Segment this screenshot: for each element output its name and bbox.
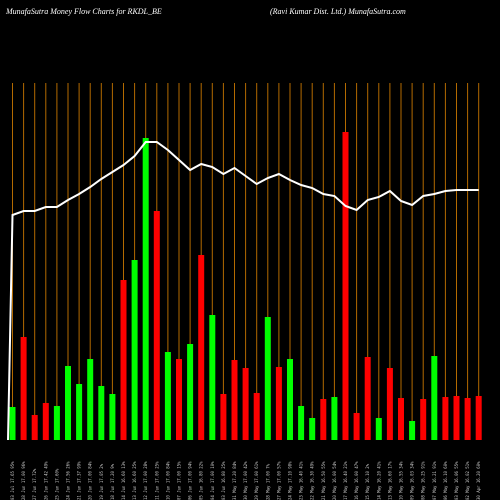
money-flow-bar: [287, 359, 293, 440]
x-tick-label: 21 Jun 17.37 99%: [77, 461, 82, 500]
x-tick-label: 08 May 16.25 91%: [421, 461, 426, 500]
x-tick-label: 10 May 16.55 34%: [399, 461, 404, 500]
x-tick-label: 31 May 17.20 84%: [232, 461, 237, 500]
x-tick-label: 16 May 16.00 47%: [354, 461, 359, 500]
money-flow-bar: [331, 397, 338, 440]
money-flow-bar: [298, 406, 305, 440]
chart-subtitle: (Ravi Kumar Dist. Ltd.) MunafaSutra.com: [270, 7, 406, 16]
x-tick-label: 03 Jul 17.65 95%: [10, 461, 15, 500]
x-tick-label: 24 Jun 17.56 26%: [66, 461, 71, 500]
x-tick-label: 29 May 17.00 61%: [254, 461, 259, 500]
money-flow-bar: [320, 399, 327, 440]
money-flow-bar: [142, 138, 149, 440]
x-tick-label: 28 Jun 17.00 96%: [21, 461, 26, 500]
money-flow-bar: [164, 352, 171, 440]
x-tick-label: 09 May 16.03 34%: [410, 461, 415, 500]
x-tick-label: 03 Jun 16.80 25%: [221, 461, 226, 500]
money-flow-bar: [187, 344, 194, 440]
money-flow-bar: [431, 356, 438, 440]
money-flow-bar: [342, 132, 349, 440]
money-flow-bar: [442, 397, 449, 440]
x-tick-label: 22 May 16.30 49%: [310, 461, 315, 500]
money-flow-bar: [275, 367, 282, 440]
x-tick-label: 11 Jun 17.00 25%: [154, 461, 159, 500]
x-tick-label: 30 May 17.00 42%: [243, 461, 248, 500]
money-flow-bar: [109, 394, 116, 440]
x-tick-label: 14 Jun 16.60 13%: [121, 461, 126, 500]
money-flow-bar: [309, 418, 316, 440]
x-tick-label: 19 Jun 17.05 2%: [99, 463, 104, 500]
money-flow-bar: [353, 413, 360, 440]
money-flow-bar: [242, 368, 249, 440]
money-flow-bar: [409, 421, 416, 440]
money-flow-bar: [398, 398, 404, 440]
x-tick-label: 20 Jun 17.00 84%: [88, 461, 93, 500]
money-flow-bar: [120, 280, 127, 440]
x-tick-label: 13 May 16.60 17%: [387, 461, 392, 500]
x-tick-label: 26 Jun 17.42 49%: [43, 461, 48, 500]
x-tick-label: 14 May 16.20 41%: [376, 461, 381, 500]
x-tick-label: 02 May 16.02 51%: [465, 461, 470, 500]
x-tick-label: 06 May 16.10 60%: [443, 461, 448, 500]
x-tick-label: 18 Jun 17.20 9%: [110, 463, 115, 500]
x-tick-label: 23 May 16.40 41%: [299, 461, 304, 500]
x-tick-label: 30 Apr 16.20 60%: [476, 461, 481, 500]
money-flow-bar: [87, 359, 94, 440]
money-flow-bar: [231, 360, 238, 440]
money-flow-bar: [9, 407, 16, 440]
x-tick-label: 12 Jun 17.00 28%: [143, 461, 148, 500]
money-flow-bar: [453, 396, 460, 440]
money-flow-bar: [220, 394, 227, 440]
money-flow-bar: [464, 398, 471, 440]
money-flow-bar: [264, 317, 271, 440]
money-flow-bar: [65, 366, 71, 440]
money-flow-bar: [76, 384, 83, 440]
x-tick-label: 07 Jun 17.00 15%: [177, 461, 182, 500]
x-tick-label: 15 May 16.10 2%: [365, 463, 370, 500]
money-flow-bar: [53, 406, 60, 440]
x-tick-label: 24 May 17.10 98%: [288, 461, 293, 500]
money-flow-bar: [386, 368, 393, 440]
money-flow-bar: [153, 211, 160, 440]
x-tick-label: 20 May 16.00 54%: [332, 461, 337, 500]
x-tick-label: 27 May 17.00 57%: [276, 461, 281, 500]
x-tick-label: 25 Jun 17.60%: [54, 468, 59, 500]
x-tick-label: 06 Jun 17.00 94%: [188, 461, 193, 500]
money-flow-bar: [42, 403, 49, 440]
x-tick-label: 07 May 16.21 91%: [432, 461, 437, 500]
price-line: [7, 141, 479, 441]
money-flow-bar: [98, 386, 105, 440]
x-tick-label: 13 Jun 16.60 25%: [132, 461, 137, 500]
x-tick-label: 21 May 16.50 55%: [321, 461, 326, 500]
x-tick-label: 27 Jun 17.72%: [32, 468, 37, 500]
money-flow-bar: [209, 315, 216, 440]
money-flow-bar: [420, 399, 427, 440]
x-tick-label: 10 Jun 17.00 84%: [165, 461, 170, 500]
money-flow-bar: [364, 357, 371, 440]
money-flow-bar: [20, 337, 27, 440]
money-flow-bar: [198, 255, 205, 440]
money-flow-bar: [475, 396, 482, 440]
money-flow-bar: [131, 260, 138, 440]
x-tick-label: 28 May 17.00 7%: [265, 463, 270, 500]
money-flow-bar: [375, 418, 382, 440]
x-tick-label: 04 Jun 17.00 10%: [210, 461, 215, 500]
money-flow-bar: [176, 359, 182, 440]
chart-title: MunafaSutra Money Flow Charts for RKDL_B…: [6, 7, 162, 16]
money-flow-bar: [253, 393, 260, 440]
x-tick-label: 05 Jun 16.80 22%: [199, 461, 204, 500]
x-tick-label: 03 May 16.06 55%: [454, 461, 459, 500]
x-tick-label: 17 May 16.40 21%: [343, 461, 348, 500]
money-flow-bar: [31, 415, 38, 440]
